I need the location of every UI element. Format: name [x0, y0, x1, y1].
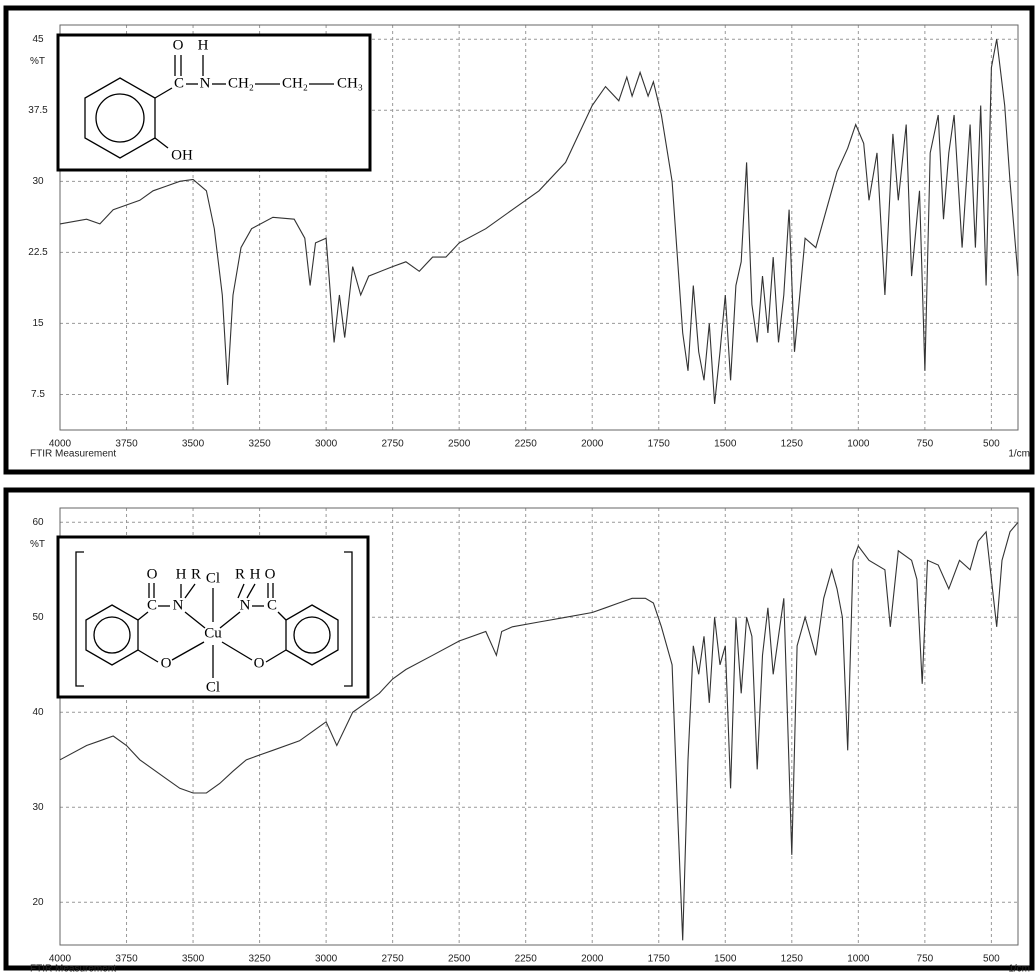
atom-label: O: [147, 566, 158, 582]
y-axis-label: %T: [30, 56, 45, 67]
x-tick-label: 500: [983, 954, 1000, 965]
atom-label: OH: [171, 147, 193, 163]
x-tick-label: 2750: [382, 439, 405, 450]
x-tick-label: 1000: [847, 954, 870, 965]
atom-label: Cl: [206, 570, 220, 586]
y-tick-label: 20: [32, 897, 44, 908]
atom-label: N: [200, 75, 211, 91]
atom-label: H: [198, 37, 209, 53]
atom-label: H: [250, 566, 261, 582]
x-tick-label: 3250: [248, 954, 271, 965]
y-tick-label: 30: [32, 802, 44, 813]
x-axis-label: 1/cm: [1008, 964, 1030, 972]
x-tick-label: 2000: [581, 439, 604, 450]
x-tick-label: 3250: [248, 439, 271, 450]
atom-label: O: [161, 655, 172, 671]
x-tick-label: 1750: [648, 954, 671, 965]
atom-label: O: [173, 37, 184, 53]
y-tick-label: 40: [32, 707, 44, 718]
x-tick-label: 3500: [182, 954, 205, 965]
x-tick-label: 1500: [714, 439, 737, 450]
x-tick-label: 3750: [115, 439, 138, 450]
y-tick-label: 30: [32, 176, 44, 187]
x-tick-label: 2750: [382, 954, 405, 965]
atom-label: C: [174, 75, 184, 91]
atom-label: N: [240, 597, 251, 613]
atom-label: O: [265, 566, 276, 582]
atom-label: O: [254, 655, 265, 671]
atom-label: C: [147, 597, 157, 613]
figure: O H C N CH₂ CH₂ CH₃ OH O H R: [0, 0, 1035, 972]
atom-label: CH₃: [337, 75, 363, 91]
footer-label: FTIR Measurement: [30, 449, 116, 460]
atom-label: N: [173, 597, 184, 613]
y-tick-label: 60: [32, 517, 44, 528]
x-tick-label: 1750: [648, 439, 671, 450]
x-tick-label: 3750: [115, 954, 138, 965]
y-tick-label: 15: [32, 318, 44, 329]
x-tick-label: 2500: [448, 954, 471, 965]
x-tick-label: 2500: [448, 439, 471, 450]
x-tick-label: 3000: [315, 439, 338, 450]
atom-label: CH₂: [282, 75, 308, 91]
y-tick-label: 22.5: [28, 247, 48, 258]
x-tick-label: 3500: [182, 439, 205, 450]
y-tick-label: 50: [32, 612, 44, 623]
y-tick-label: 45: [32, 34, 44, 45]
page: O H C N CH₂ CH₂ CH₃ OH O H R: [0, 0, 1035, 977]
x-tick-label: 750: [917, 439, 934, 450]
inset-structure: O H C N CH₂ CH₂ CH₃ OH: [58, 35, 370, 170]
x-axis-label: 1/cm: [1008, 449, 1030, 460]
atom-label: R: [235, 566, 245, 582]
x-tick-label: 750: [917, 954, 934, 965]
atom-label: CH₂: [228, 75, 254, 91]
x-tick-label: 1250: [781, 954, 804, 965]
atom-label: C: [267, 597, 277, 613]
x-tick-label: 1250: [781, 439, 804, 450]
atom-label: R: [191, 566, 201, 582]
x-tick-label: 3000: [315, 954, 338, 965]
footer-label: FTIR Measurement: [30, 964, 116, 972]
y-axis-label: %T: [30, 539, 45, 550]
x-tick-label: 1500: [714, 954, 737, 965]
x-tick-label: 2000: [581, 954, 604, 965]
x-tick-label: 500: [983, 439, 1000, 450]
atom-label: Cu: [204, 625, 222, 641]
y-tick-label: 37.5: [28, 105, 48, 116]
atom-label: H: [176, 566, 187, 582]
x-tick-label: 1000: [847, 439, 870, 450]
inset-structure: O H R Cl R H O C N N C Cu O O Cl: [58, 537, 368, 697]
x-tick-label: 2250: [515, 954, 538, 965]
x-tick-label: 2250: [515, 439, 538, 450]
y-tick-label: 7.5: [31, 389, 45, 400]
atom-label: Cl: [206, 679, 220, 695]
